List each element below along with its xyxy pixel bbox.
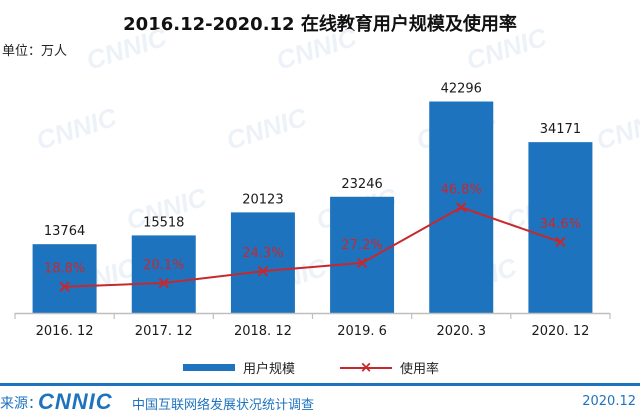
bar-value-label: 13764 [44, 224, 85, 239]
bar-value-label: 34171 [540, 122, 581, 137]
watermark-text: CNNIC [223, 101, 312, 155]
footer: 来源： CNNIC 中国互联网络发展状况统计调查 2020.12 [0, 387, 640, 420]
legend: 用户规模 × 使用率 [0, 358, 640, 378]
legend-bar-label: 用户规模 [243, 362, 296, 377]
legend-item-line: × 使用率 [340, 358, 439, 377]
x-tick-label: 2017. 12 [135, 324, 193, 339]
x-tick-label: 2019. 6 [337, 324, 387, 339]
point-marker [555, 236, 566, 248]
x-tick-label: 2018. 12 [234, 324, 292, 339]
watermark-text: CNNIC [463, 21, 552, 75]
footer-divider [0, 383, 640, 386]
rate-value-label: 24.3% [242, 246, 283, 261]
line-point [158, 277, 169, 289]
line-point [356, 257, 368, 269]
bar-value-label: 15518 [143, 215, 184, 230]
bar-value-label: 23246 [341, 177, 382, 192]
bar-value-label: 20123 [242, 192, 283, 207]
legend-bar-swatch [183, 364, 235, 371]
x-tick-label: 2020. 3 [436, 324, 486, 339]
line-point [555, 236, 566, 248]
rate-value-label: 20.1% [143, 258, 184, 273]
x-axis: 2016. 12 2017. 12 2018. 12 2019. 6 2020. 3 20… [14, 312, 611, 339]
legend-item-bar: 用户规模 [183, 358, 295, 377]
source-label: 来源： [0, 396, 42, 412]
legend-line-swatch: × [340, 359, 392, 375]
bar [330, 196, 395, 313]
line-point [59, 281, 70, 292]
point-marker [456, 202, 467, 213]
rate-value-label: 34.6% [540, 217, 581, 232]
point-marker [59, 281, 70, 292]
bar [230, 212, 295, 313]
line-point [257, 265, 269, 277]
watermark-text: CNNIC [593, 101, 640, 155]
cnnic-logo: CNNIC [38, 389, 113, 414]
line-point [456, 202, 467, 213]
point-marker [257, 265, 269, 277]
point-marker [356, 257, 368, 269]
unit-label: 单位：万人 [2, 44, 68, 59]
rate-value-label: 46.8% [441, 182, 482, 197]
usage-rate-line [59, 202, 566, 292]
chart-title: 2016.12-2020.12 在线教育用户规模及使用率 [123, 14, 517, 35]
footer-date: 2020.12 [582, 394, 636, 409]
rate-value-label: 18.8% [44, 262, 85, 277]
bar [32, 244, 97, 313]
bar [528, 142, 593, 313]
rate-value-label: 27.2% [341, 238, 382, 253]
usage-rate-polyline [64, 206, 561, 288]
data-labels: 13764 15518 20123 23246 42296 34171 18.8% 20.1%… [44, 82, 581, 277]
watermark-text: CNNIC [83, 21, 172, 75]
watermark-text: CNNIC [33, 101, 122, 155]
point-marker [158, 277, 169, 289]
bar [131, 235, 196, 313]
x-tick-label: 2020. 12 [531, 324, 589, 339]
org-name: 中国互联网络发展状况统计调查 [132, 398, 315, 413]
x-tick-label: 2016. 12 [36, 324, 94, 339]
legend-line-label: 使用率 [400, 362, 440, 377]
bar-value-label: 42296 [441, 82, 482, 97]
watermark-text: CNNIC [273, 21, 362, 75]
bars [32, 101, 593, 314]
